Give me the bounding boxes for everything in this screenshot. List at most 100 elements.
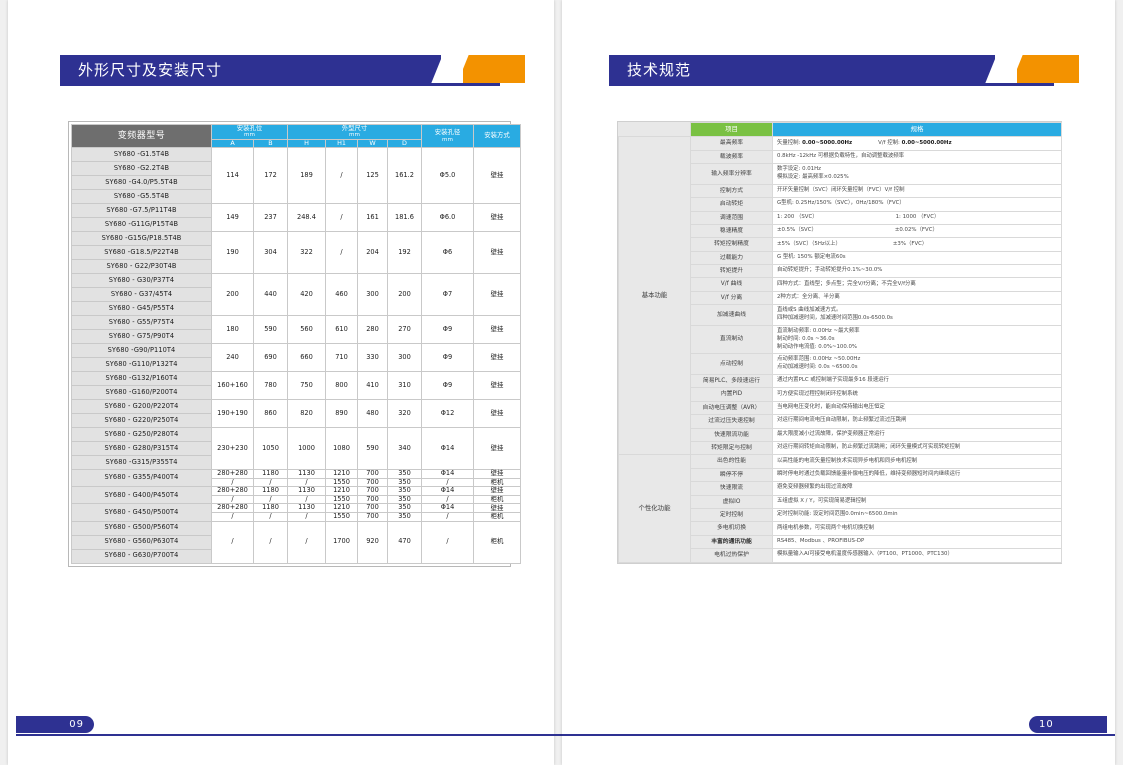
table-row: SY680 -G11G/P15T4B xyxy=(71,217,521,233)
value-cell-h: 322 xyxy=(287,231,326,275)
spec-item-label: 过流过压失速控制 xyxy=(690,414,773,429)
value-cell-w: 204 xyxy=(357,231,388,275)
spec-row: 转矩提升 自动转矩提升；手动转矩提升0.1%~30.0% xyxy=(619,264,1062,279)
value-cell-h1: 1550 xyxy=(325,512,358,522)
table-row: SY680 -G132/P160T4 160+160 780 750 800 410 310… xyxy=(71,371,521,401)
table-row: SY680 - G45/P55T4 xyxy=(71,301,521,317)
value-cell-h: / xyxy=(287,520,326,564)
spec-item-label: 最高频率 xyxy=(690,136,773,151)
value-cell-w: 700 xyxy=(357,512,388,522)
left-banner-underline xyxy=(60,83,500,86)
table-row: SY680 - G30/P37T4 200 440 420 460 300 200 Φ7 壁挂 xyxy=(71,273,521,317)
table-header-row-1: 变频器型号 安装孔位 mm 外型尺寸 mm 安装孔径 mm xyxy=(71,123,521,149)
value-cell-mount: 壁挂 xyxy=(473,343,521,373)
spec-description: ±5%（SVC）（5Hz以上） ±3%（FVC） xyxy=(772,237,1062,252)
model-cell: SY680 -G160/P200T4 xyxy=(71,385,212,401)
value-cell-d: 350 xyxy=(387,469,422,479)
spec-row: V/f 分离 2种方式：全分离、半分离 xyxy=(619,290,1062,306)
model-cell: SY680 - G450/P500T4 xyxy=(71,503,212,522)
value-cell-w: 700 xyxy=(357,469,388,479)
value-cell-hole: Φ9 xyxy=(421,315,474,345)
model-cell: SY680 -G4.0/P5.5T4B xyxy=(71,175,212,191)
spec-item-label: 点动控制 xyxy=(690,353,773,376)
value-cell-h1: / xyxy=(325,203,358,233)
page-number-left: 09 xyxy=(16,716,94,733)
spec-row: 启动转矩 G型机: 0.25Hz/150%（SVC），0Hz/180%（FVC） xyxy=(619,197,1062,212)
spec-row: 点动控制 点动频率范围: 0.00Hz ~50.00Hz 点动加减速时间: 0.0s… xyxy=(619,353,1062,376)
value-cell-b: 780 xyxy=(253,371,288,401)
spec-row: 载波频率 0.8kHz -12kHz 可根据负载特性，自动调整载波频率 xyxy=(619,149,1062,165)
spec-item-label: 载波频率 xyxy=(690,149,773,165)
spec-header-item: 项目 xyxy=(690,121,773,138)
table-row: SY680 - G200/P220T4 190+190 860 820 890 480 32… xyxy=(71,399,521,429)
value-cell-h: 1130 xyxy=(287,469,326,479)
value-cell-h1: 1700 xyxy=(325,520,358,564)
value-cell-hole: Φ9 xyxy=(421,343,474,373)
model-cell: SY680 - G400/P450T4 xyxy=(71,486,212,505)
spec-description: G 型机: 150% 额定电流60s xyxy=(772,250,1062,266)
value-cell-b: 304 xyxy=(253,231,288,275)
header-hole-diameter: 安装孔径 mm xyxy=(421,123,474,149)
model-cell: SY680 -G11G/P15T4B xyxy=(71,217,212,233)
spec-description: 2种方式：全分离、半分离 xyxy=(772,290,1062,306)
value-cell-d: 161.2 xyxy=(387,147,422,205)
table-row: SY680 - G55/P75T4 180 590 560 610 280 270 Φ9 壁挂 xyxy=(71,315,521,345)
right-page: 技术规范 项目 规格 基本功能 最高频率 矢量控制: 0.00~5000.00Hz V… xyxy=(562,0,1115,765)
value-cell-hole: Φ6.0 xyxy=(421,203,474,233)
model-cell: SY680 - G55/P75T4 xyxy=(71,315,212,331)
header-model: 变频器型号 xyxy=(71,123,212,149)
banner-orange-block-right xyxy=(1017,55,1079,83)
spec-description: 0.8kHz -12kHz 可根据负载特性，自动调整载波频率 xyxy=(772,149,1062,165)
value-cell-d: 310 xyxy=(387,371,422,401)
model-cell: SY680 -G315/P355T4 xyxy=(71,455,212,471)
value-cell-mount: 壁挂 xyxy=(473,231,521,275)
model-cell: SY680 -G7.5/P11T4B xyxy=(71,203,212,219)
model-cell: SY680 - G280/P315T4 xyxy=(71,441,212,457)
value-cell-a: 240 xyxy=(211,343,254,373)
table-row: SY680 - G37/45T4 xyxy=(71,287,521,303)
spec-table-head: 项目 规格 xyxy=(618,121,1062,138)
table-row: SY680 - G280/P315T4 xyxy=(71,441,521,457)
right-section-title: 技术规范 xyxy=(609,55,995,83)
spec-header-row: 项目 规格 xyxy=(618,121,1062,138)
value-cell-mount: 壁挂 xyxy=(473,203,521,233)
header-hole-position-unit: mm xyxy=(244,132,255,139)
table-row: SY680 - G400/P450T4 280+280 1180 1130 1210 70… xyxy=(71,486,521,505)
value-cell-a: 280+280 xyxy=(211,469,254,479)
value-cell-b: 860 xyxy=(253,399,288,429)
spec-item-label: 内置PID xyxy=(690,387,773,402)
spec-item-label: 直流制动 xyxy=(690,324,773,355)
model-cell: SY680 - G22/P30T4B xyxy=(71,259,212,275)
table-row: SY680 -G7.5/P11T4B 149 237 248.4/161 181.6 Φ6… xyxy=(71,203,521,233)
value-cell-mount: 壁挂 xyxy=(473,147,521,205)
dimension-table-body: SY680 -G1.5T4B 114 172 189/125 161.2 Φ5.0 壁挂 SY… xyxy=(71,147,521,564)
model-cell: SY680 - G30/P37T4 xyxy=(71,273,212,289)
spec-item-label: 自动电压调整（AVR） xyxy=(690,400,773,416)
spec-item-label: 启动转矩 xyxy=(690,197,773,212)
spec-row: 过流过压失速控制 对运行期间电流电压自动限制，防止频繁过流过压跳闸 xyxy=(619,414,1062,429)
model-cell: SY680 -G1.5T4B xyxy=(71,147,212,163)
value-cell-b: 440 xyxy=(253,273,288,317)
value-cell-d: 192 xyxy=(387,231,422,275)
spec-description: 瞬时停电时通过负载回馈能量补偿电压的降低，维持变频器短时间内继续运行 xyxy=(772,467,1062,483)
spec-description: 模拟量输入AI可接受电机温度传感器输入（PT100、PT1000、PTC130） xyxy=(772,548,1062,563)
spec-item-label: 简易PLC、多段速运行 xyxy=(690,374,773,389)
value-cell-a: 200 xyxy=(211,273,254,317)
model-cell: SY680 - G45/P55T4 xyxy=(71,301,212,317)
dimension-table-head: 变频器型号 安装孔位 mm 外型尺寸 mm 安装孔径 mm xyxy=(71,123,521,149)
value-cell-b: 237 xyxy=(253,203,288,233)
spec-description: 数字设定: 0.01Hz 模拟设定: 最高频率×0.025% xyxy=(772,163,1062,185)
spec-row: V/f 曲线 四种方式：直线型；多点型；完全V/f分离；不完全V/f分离 xyxy=(619,277,1062,292)
left-section-banner: 外形尺寸及安装尺寸 xyxy=(60,55,525,83)
page-number-left-value: 09 xyxy=(69,719,84,730)
model-cell: SY680 -G2.2T4B xyxy=(71,161,212,177)
model-cell: SY680 - G220/P250T4 xyxy=(71,413,212,429)
value-cell-w: 410 xyxy=(357,371,388,401)
model-cell: SY680 - G630/P700T4 xyxy=(71,548,212,564)
header-hole-position-label: 安装孔位 xyxy=(236,124,263,132)
value-cell-a: 180 xyxy=(211,315,254,345)
value-cell-h1: 1210 xyxy=(325,469,358,479)
value-cell-b: / xyxy=(253,520,288,564)
model-cell: SY680 - G355/P400T4 xyxy=(71,469,212,488)
banner-orange-block xyxy=(463,55,525,83)
